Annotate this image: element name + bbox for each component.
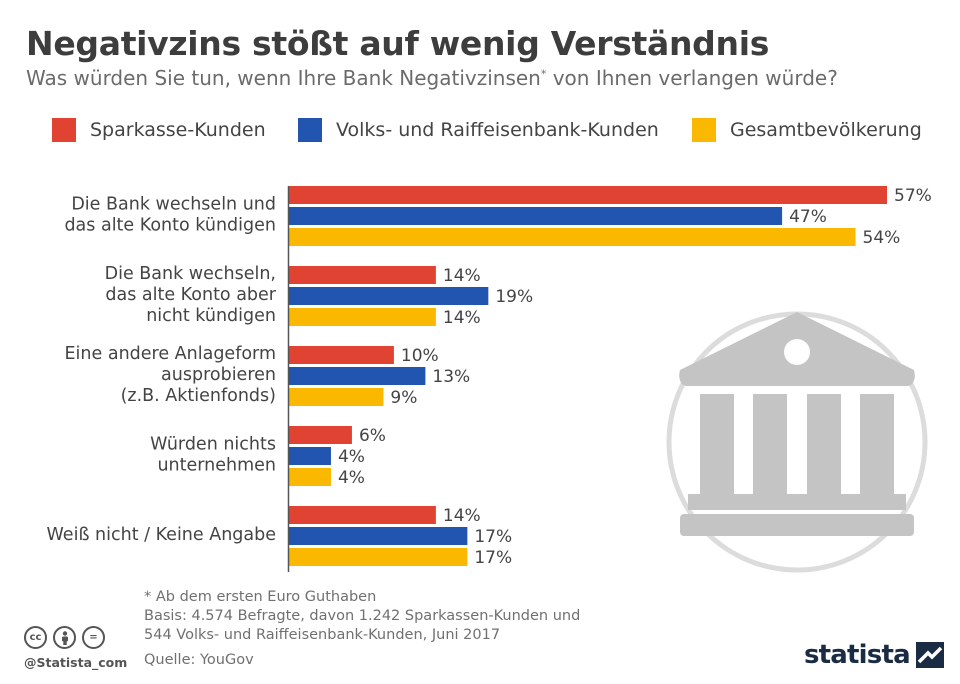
category-label-4-line-1: Würden nichts — [150, 435, 276, 455]
legend-swatch-volks — [298, 118, 322, 142]
statista-logo-mark-icon — [915, 642, 944, 668]
nd-icon: = — [82, 626, 105, 649]
legend-item-gesamt: Gesamtbevölkerung — [692, 118, 922, 142]
bar-gesamt-4 — [289, 468, 331, 486]
legend-item-sparkasse: Sparkasse-Kunden — [52, 118, 266, 142]
data-label-sparkasse-4: 6% — [359, 426, 386, 446]
footnote-basis-1: Basis: 4.574 Befragte, davon 1.242 Spark… — [144, 608, 581, 624]
data-label-sparkasse-2: 14% — [443, 266, 481, 286]
footnote-source: Quelle: YouGov — [144, 652, 254, 668]
category-label-1-line-1: Die Bank wechseln und — [71, 195, 276, 215]
bank-icon-step-2 — [680, 514, 914, 536]
data-label-sparkasse-1: 57% — [894, 186, 932, 206]
statista-handle[interactable]: @Statista_com — [24, 655, 128, 670]
data-label-gesamt-4: 4% — [338, 468, 365, 488]
category-label-2-line-2: das alte Konto aber — [105, 285, 276, 305]
data-label-gesamt-1: 54% — [863, 228, 901, 248]
data-label-volks-3: 13% — [432, 367, 470, 387]
data-label-gesamt-5: 17% — [474, 548, 512, 568]
statista-logo-text: statista — [804, 640, 911, 670]
bank-icon-column-2 — [753, 394, 787, 494]
legend-label-volks: Volks- und Raiffeisenbank-Kunden — [336, 119, 659, 141]
subtitle-footnote-mark: * — [540, 67, 547, 81]
bar-volks-3 — [289, 367, 426, 385]
footnote-asterisk: * Ab dem ersten Euro Guthaben — [144, 589, 377, 605]
legend-item-volks: Volks- und Raiffeisenbank-Kunden — [298, 118, 659, 142]
data-label-gesamt-2: 14% — [443, 308, 481, 328]
category-label-3-line-1: Eine andere Anlageform — [65, 344, 277, 364]
bar-gesamt-3 — [289, 388, 384, 406]
bar-sparkasse-5 — [289, 506, 436, 524]
bar-volks-1 — [289, 207, 783, 225]
bar-sparkasse-4 — [289, 426, 352, 444]
bank-icon-step-1 — [688, 494, 906, 510]
bank-icon-architrave — [680, 372, 914, 386]
bar-sparkasse-1 — [289, 186, 887, 204]
bar-volks-2 — [289, 287, 489, 305]
data-label-volks-4: 4% — [338, 447, 365, 467]
person-icon — [61, 630, 68, 645]
bank-icon-column-4 — [860, 394, 894, 494]
subtitle-text: Was würden Sie tun, wenn Ihre Bank Negat… — [26, 66, 541, 90]
by-icon — [53, 626, 76, 649]
subtitle-text-end: von Ihnen verlangen würde? — [546, 66, 838, 90]
bank-icon-roof-dot — [784, 339, 810, 365]
category-label-1-line-2: das alte Konto kündigen — [64, 216, 276, 236]
bar-gesamt-2 — [289, 308, 436, 326]
data-label-volks-2: 19% — [495, 287, 533, 307]
bar-gesamt-5 — [289, 548, 468, 566]
footnotes: * Ab dem ersten Euro Guthaben Basis: 4.5… — [144, 588, 580, 670]
category-label-3-line-3: (z.B. Aktienfonds) — [121, 386, 276, 406]
data-label-gesamt-3: 9% — [390, 388, 417, 408]
bar-sparkasse-3 — [289, 346, 394, 364]
bank-icon-column-1 — [700, 394, 734, 494]
category-label-5-line-1: Weiß nicht / Keine Angabe — [47, 525, 276, 545]
data-label-sparkasse-5: 14% — [443, 506, 481, 526]
legend-label-sparkasse: Sparkasse-Kunden — [90, 119, 266, 141]
category-label-2-line-3: nicht kündigen — [146, 306, 276, 326]
category-label-3-line-2: ausprobieren — [161, 365, 276, 385]
chart-subtitle: Was würden Sie tun, wenn Ihre Bank Negat… — [26, 66, 838, 90]
legend-swatch-gesamt — [692, 118, 716, 142]
category-label-4-line-2: unternehmen — [157, 456, 276, 476]
bar-volks-4 — [289, 447, 331, 465]
license-icons: cc = — [24, 626, 105, 649]
legend-swatch-sparkasse — [52, 118, 76, 142]
bar-volks-5 — [289, 527, 468, 545]
statista-logo[interactable]: statista — [804, 640, 944, 670]
bank-icon-column-3 — [807, 394, 841, 494]
footnote-basis-2: 544 Volks- und Raiffeisenbank-Kunden, Ju… — [144, 627, 501, 643]
category-label-2-line-1: Die Bank wechseln, — [105, 264, 276, 284]
data-label-volks-1: 47% — [789, 207, 827, 227]
chart-title: Negativzins stößt auf wenig Verständnis — [26, 24, 770, 63]
bar-sparkasse-2 — [289, 266, 436, 284]
bar-gesamt-1 — [289, 228, 856, 246]
cc-icon: cc — [24, 626, 47, 649]
bank-icon — [666, 311, 928, 573]
data-label-volks-5: 17% — [474, 527, 512, 547]
legend-label-gesamt: Gesamtbevölkerung — [730, 119, 922, 141]
data-label-sparkasse-3: 10% — [401, 346, 439, 366]
